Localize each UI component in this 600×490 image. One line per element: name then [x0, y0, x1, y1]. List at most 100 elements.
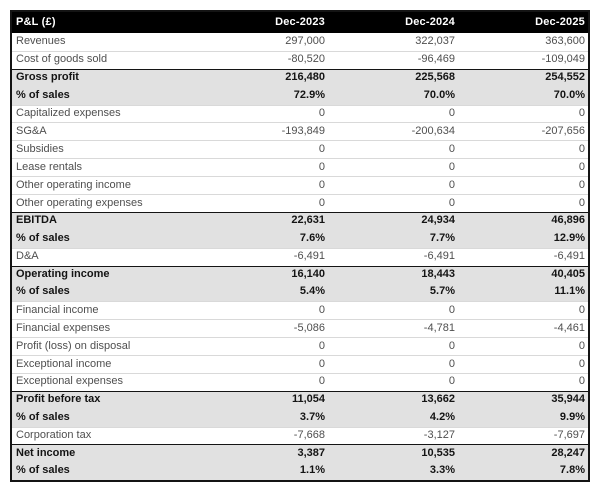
row-label-cell: Subsidies: [16, 142, 64, 155]
table-row: EBITDA 22,631 24,934 46,896: [12, 211, 588, 230]
row-label-cell: Corporation tax: [16, 429, 92, 442]
value-cell-dec-2023: 0: [318, 339, 325, 352]
value-cell-dec-2025: 70.0%: [553, 88, 585, 101]
table-row: Corporation tax -7,668 -3,127 -7,697: [12, 426, 588, 445]
table-row: Financial income 0 0 0: [12, 301, 588, 320]
value-cell-dec-2024: 322,037: [415, 35, 455, 47]
value-cell-dec-2024: 24,934: [421, 214, 455, 227]
value-cell-dec-2025: 0: [578, 142, 585, 155]
value-cell-dec-2023: 0: [318, 375, 325, 388]
table-row: Gross profit 216,480 225,568 254,552: [12, 68, 588, 87]
value-cell-dec-2023: 0: [318, 142, 325, 155]
value-cell-dec-2025: 254,552: [545, 71, 585, 84]
row-label-cell: % of sales: [16, 464, 70, 477]
row-label-cell: Revenues: [16, 35, 66, 47]
table-row: % of sales 72.9% 70.0% 70.0%: [12, 86, 588, 105]
value-cell-dec-2024: -96,469: [417, 53, 455, 66]
table-row: Exceptional expenses 0 0 0: [12, 372, 588, 391]
value-cell-dec-2024: 0: [448, 107, 455, 120]
value-cell-dec-2025: 0: [578, 178, 585, 191]
value-cell-dec-2025: 40,405: [551, 268, 585, 281]
value-cell-dec-2024: 225,568: [415, 71, 455, 84]
value-cell-dec-2025: -4,461: [553, 321, 585, 334]
table-row: Operating income 16,140 18,443 40,405: [12, 265, 588, 284]
value-cell-dec-2025: 0: [578, 339, 585, 352]
value-cell-dec-2025: 28,247: [551, 446, 585, 459]
row-label-cell: Capitalized expenses: [16, 107, 121, 120]
table-row: % of sales 7.6% 7.7% 12.9%: [12, 229, 588, 248]
value-cell-dec-2024: 0: [448, 160, 455, 173]
header-col-dec-2025: Dec-2025: [535, 15, 585, 28]
row-label-cell: Financial expenses: [16, 321, 111, 334]
row-label-cell: Lease rentals: [16, 160, 83, 173]
value-cell-dec-2024: 3.3%: [429, 464, 455, 477]
value-cell-dec-2023: -193,849: [281, 124, 325, 137]
value-cell-dec-2023: 0: [318, 107, 325, 120]
table-header-row: P&L (£) Dec-2023 Dec-2024 Dec-2025: [12, 12, 588, 33]
value-cell-dec-2024: 0: [448, 178, 455, 191]
value-cell-dec-2023: 3,387: [297, 446, 325, 459]
table-row: % of sales 5.4% 5.7% 11.1%: [12, 283, 588, 302]
value-cell-dec-2024: 5.7%: [429, 285, 455, 298]
value-cell-dec-2023: -7,668: [293, 429, 325, 442]
row-label-cell: Gross profit: [16, 71, 79, 84]
table-row: Capitalized expenses 0 0 0: [12, 104, 588, 123]
value-cell-dec-2025: 9.9%: [559, 410, 585, 423]
row-label-cell: Net income: [16, 446, 76, 459]
value-cell-dec-2025: 0: [578, 160, 585, 173]
value-cell-dec-2024: 70.0%: [423, 88, 455, 101]
value-cell-dec-2023: 3.7%: [299, 410, 325, 423]
row-label-cell: Exceptional income: [16, 357, 112, 370]
table-row: Financial expenses -5,086 -4,781 -4,461: [12, 319, 588, 338]
value-cell-dec-2023: 1.1%: [299, 464, 325, 477]
value-cell-dec-2023: 0: [318, 357, 325, 370]
table-row: SG&A -193,849 -200,634 -207,656: [12, 122, 588, 141]
value-cell-dec-2024: 0: [448, 142, 455, 155]
table-row: Cost of goods sold -80,520 -96,469 -109,…: [12, 50, 588, 69]
value-cell-dec-2023: 16,140: [291, 268, 325, 281]
value-cell-dec-2025: 46,896: [551, 214, 585, 227]
row-label-cell: Other operating expenses: [16, 196, 143, 209]
pnl-statement-table: P&L (£) Dec-2023 Dec-2024 Dec-2025 Reven…: [10, 10, 590, 483]
value-cell-dec-2023: 72.9%: [293, 88, 325, 101]
value-cell-dec-2024: 10,535: [421, 446, 455, 459]
value-cell-dec-2025: 35,944: [551, 393, 585, 406]
table-row: Net income 3,387 10,535 28,247: [12, 444, 588, 463]
value-cell-dec-2023: 7.6%: [299, 231, 325, 244]
row-label-cell: Cost of goods sold: [16, 53, 108, 66]
value-cell-dec-2023: 0: [318, 303, 325, 316]
value-cell-dec-2024: 0: [448, 196, 455, 209]
row-label-cell: % of sales: [16, 410, 70, 423]
table-row: Revenues 297,000 322,037 363,600: [12, 33, 588, 51]
row-label-cell: Other operating income: [16, 178, 131, 191]
value-cell-dec-2024: -6,491: [423, 250, 455, 263]
value-cell-dec-2025: 0: [578, 375, 585, 388]
value-cell-dec-2024: 0: [448, 357, 455, 370]
row-label-cell: % of sales: [16, 88, 70, 101]
value-cell-dec-2023: -5,086: [293, 321, 325, 334]
value-cell-dec-2023: 216,480: [285, 71, 325, 84]
value-cell-dec-2023: 5.4%: [299, 285, 325, 298]
row-label-cell: Profit (loss) on disposal: [16, 339, 131, 352]
value-cell-dec-2025: 12.9%: [553, 231, 585, 244]
value-cell-dec-2023: 0: [318, 178, 325, 191]
row-label-cell: SG&A: [16, 124, 47, 137]
row-label-cell: Profit before tax: [16, 393, 101, 406]
row-label-cell: Financial income: [16, 303, 99, 316]
value-cell-dec-2024: -200,634: [411, 124, 455, 137]
table-row: % of sales 1.1% 3.3% 7.8%: [12, 462, 588, 481]
value-cell-dec-2024: 13,662: [421, 393, 455, 406]
value-cell-dec-2023: 0: [318, 160, 325, 173]
table-row: Subsidies 0 0 0: [12, 140, 588, 159]
value-cell-dec-2025: 0: [578, 196, 585, 209]
table-row: Other operating expenses 0 0 0: [12, 194, 588, 212]
row-label-cell: Operating income: [16, 268, 110, 281]
row-label-cell: D&A: [16, 250, 39, 263]
value-cell-dec-2023: -6,491: [293, 250, 325, 263]
table-row: Other operating income 0 0 0: [12, 176, 588, 195]
value-cell-dec-2023: 11,054: [291, 393, 325, 406]
row-label-cell: Exceptional expenses: [16, 375, 124, 388]
value-cell-dec-2025: -6,491: [553, 250, 585, 263]
value-cell-dec-2025: 7.8%: [559, 464, 585, 477]
value-cell-dec-2025: -207,656: [541, 124, 585, 137]
